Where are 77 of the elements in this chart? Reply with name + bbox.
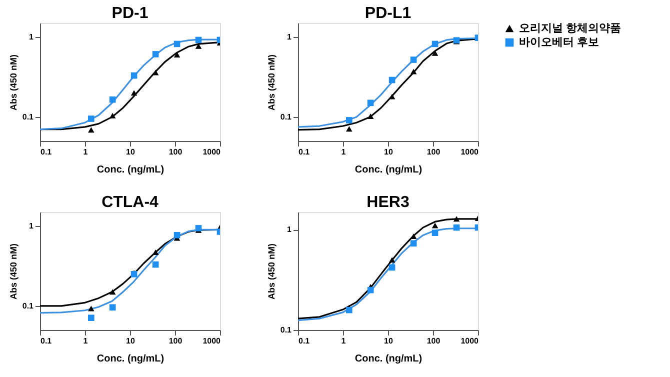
chart-title: PD-1 [112, 5, 148, 22]
point [432, 40, 438, 48]
x-axis-title: Conc. (ng/mL) [96, 164, 164, 176]
point [130, 72, 138, 79]
point [152, 250, 159, 255]
point [174, 232, 180, 238]
x-tick-label: 100 [168, 336, 183, 346]
point [174, 40, 180, 48]
x-tick-label: 1 [341, 336, 346, 346]
y-tick-label: 1 [29, 32, 34, 42]
y-tick-label: 0.1 [22, 301, 34, 310]
point [410, 56, 417, 63]
point [109, 96, 116, 103]
point [195, 36, 202, 44]
x-tick-label: 10 [384, 148, 394, 156]
x-tick-label: 1000 [202, 336, 222, 346]
chart-title: CTLA-4 [102, 194, 159, 211]
x-tick-label: 100 [426, 336, 441, 346]
point [152, 70, 159, 76]
x-tick-label: 10 [384, 336, 394, 346]
point [410, 68, 417, 74]
point [88, 116, 94, 122]
point [152, 51, 159, 58]
point [88, 127, 94, 133]
x-tick-label: 0.1 [298, 148, 310, 156]
legend-label: 바이오베터 후보 [519, 36, 600, 48]
point [388, 264, 396, 271]
y-axis-title: Abs (450 nM) [266, 243, 276, 300]
point [130, 90, 138, 96]
x-tick-label: 0.1 [40, 148, 52, 156]
x-tick-label: 1 [83, 148, 88, 156]
legend-label: 오리지널 항체의약품 [519, 22, 622, 34]
point [346, 306, 352, 314]
point [453, 224, 460, 231]
chart-title: PD-L1 [364, 5, 412, 22]
y-tick-label: 1 [287, 225, 292, 234]
y-tick-label: 0.1 [280, 112, 292, 122]
x-tick-label: 1 [341, 148, 346, 156]
point [109, 112, 116, 118]
y-axis-title: Abs (450 nM) [8, 243, 18, 300]
x-axis-title: Conc. (ng/mL) [354, 164, 422, 176]
x-tick-label: 1000 [460, 336, 480, 346]
y-tick-label: 0.1 [22, 112, 34, 122]
y-tick-label: 1 [287, 32, 292, 42]
point [152, 261, 159, 268]
y-tick-label: 1 [29, 222, 34, 231]
x-tick-label: 1 [83, 336, 88, 346]
chart-title: HER3 [366, 194, 410, 211]
x-tick-label: 10 [126, 336, 136, 346]
x-tick-label: 0.1 [40, 336, 52, 346]
point [88, 314, 94, 321]
x-axis-title: Conc. (ng/mL) [96, 354, 164, 364]
x-tick-label: 100 [168, 148, 183, 156]
point [432, 222, 438, 228]
point [432, 230, 438, 236]
point [367, 286, 374, 294]
point [410, 240, 417, 247]
point [388, 257, 396, 263]
point [174, 52, 180, 58]
y-tick-label: 0.1 [280, 326, 292, 334]
point [346, 126, 352, 132]
x-tick-label: 0.1 [298, 336, 310, 346]
point [346, 117, 352, 124]
point [109, 289, 116, 295]
point [367, 114, 374, 120]
point [453, 216, 460, 222]
x-tick-label: 1000 [202, 148, 222, 156]
point [88, 306, 94, 312]
y-axis-title: Abs (450 nM) [266, 54, 276, 111]
x-tick-label: 1000 [460, 148, 480, 156]
y-axis-title: Abs (450 nM) [8, 54, 18, 111]
point [388, 76, 396, 84]
point [367, 100, 374, 106]
x-tick-label: 100 [426, 148, 441, 156]
x-axis-title: Conc. (ng/mL) [354, 354, 422, 364]
point [109, 304, 116, 311]
x-tick-label: 10 [126, 148, 136, 156]
